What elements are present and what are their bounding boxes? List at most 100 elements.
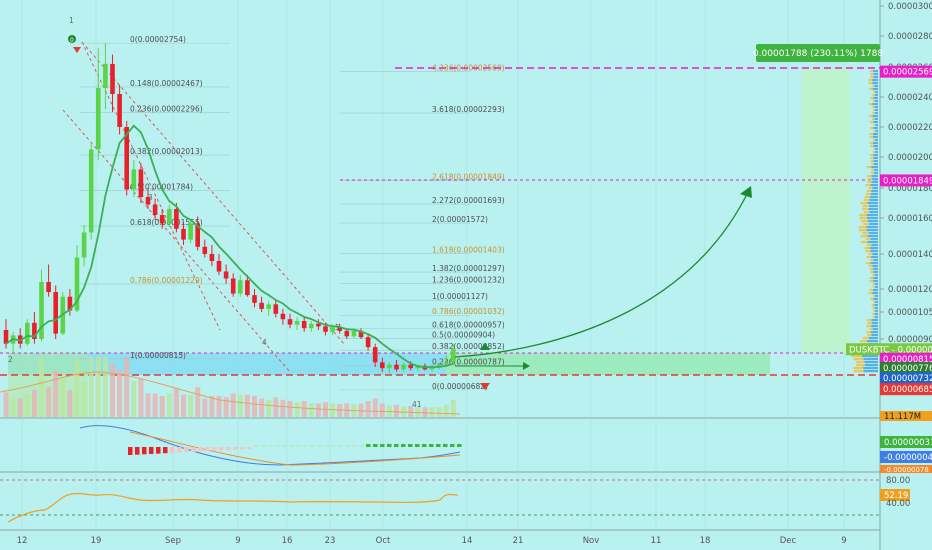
macd-hist-bar	[205, 447, 210, 451]
candle-body	[238, 280, 243, 293]
time-tick-label: Oct	[376, 536, 391, 546]
volume-profile-bar	[865, 361, 878, 363]
candle-body	[274, 304, 279, 313]
volume-profile-bar	[868, 208, 878, 210]
volume-bar	[444, 405, 449, 417]
macd-hist-bar	[450, 444, 455, 447]
volume-profile-bar	[875, 316, 878, 318]
volume-profile-bar	[872, 322, 878, 324]
volume-profile-bar	[868, 322, 872, 324]
macd-hist-bar	[219, 447, 224, 450]
volume-bar	[138, 379, 143, 418]
price-tick-label: 0.00002800	[888, 32, 932, 42]
macd-hist-bar	[170, 447, 175, 453]
volume-bar	[280, 400, 285, 417]
volume-profile-bar	[867, 202, 878, 204]
volume-bar	[103, 357, 108, 417]
volume-bar	[53, 371, 58, 417]
candle-body	[316, 324, 321, 327]
volume-bar	[202, 399, 207, 418]
candle-body	[132, 169, 137, 189]
volume-profile-bar	[872, 283, 874, 285]
volume-bar	[252, 396, 257, 417]
fib-retracement-label: 0.148(0.00002467)	[130, 79, 203, 88]
candle-body	[188, 223, 193, 239]
volume-profile-bar	[872, 292, 878, 294]
volume-profile-bar	[870, 277, 873, 279]
volume-profile-bar	[870, 247, 878, 249]
volume-profile-bar	[874, 160, 878, 162]
volume-profile-bar	[872, 304, 875, 306]
volume-bar	[75, 361, 80, 417]
macd-hist-bar	[156, 447, 161, 454]
macd-hist-bar	[212, 447, 217, 451]
macd-hist-bar	[401, 444, 406, 447]
volume-profile-bar	[874, 172, 878, 174]
volume-profile-bar	[872, 334, 878, 336]
volume-profile-bar	[875, 112, 878, 114]
volume-bar	[451, 400, 456, 417]
volume-bar	[60, 379, 65, 418]
volume-profile-bar	[875, 106, 878, 108]
volume-profile-bar	[867, 190, 872, 192]
fib-retracement-label: 0.786(0.00001229)	[130, 276, 203, 285]
volume-profile-bar	[872, 265, 878, 267]
volume-profile-bar	[867, 166, 872, 168]
volume-profile-bar	[873, 133, 878, 135]
volume-bar	[160, 396, 165, 417]
price-tag-label: 0.00002569	[883, 68, 932, 78]
macd-hist-bar	[408, 444, 413, 447]
volume-profile-bar	[851, 355, 862, 357]
volume-profile-bar	[864, 199, 870, 201]
volume-bar	[430, 407, 435, 417]
candle-body	[366, 337, 371, 347]
volume-bar	[238, 395, 243, 417]
volume-profile-bar	[872, 274, 874, 276]
volume-profile-bar	[863, 370, 878, 372]
macd-hist-bar	[247, 447, 252, 449]
fib-extension-label: 0.786(0.00001032)	[432, 307, 505, 316]
candle-body	[25, 323, 30, 344]
macd-hist-bar	[436, 444, 441, 447]
candle-body	[373, 347, 378, 362]
volume-profile-bar	[859, 226, 867, 228]
volume-profile-bar	[871, 172, 874, 174]
time-tick-label: Nov	[583, 536, 600, 546]
macd-hist-bar	[261, 445, 266, 447]
fib-extension-label: 2.272(0.00001693)	[432, 196, 505, 205]
price-axis: 0.000030000.000028000.000026000.00002400…	[880, 2, 932, 380]
volume-profile-bar	[856, 364, 865, 366]
volume-profile-bar	[871, 175, 878, 177]
volume-profile-bar	[872, 94, 874, 96]
volume-bar	[266, 400, 271, 417]
macd-hist-bar	[135, 447, 140, 455]
candle-body	[323, 326, 328, 331]
candle-body	[224, 272, 229, 279]
volume-profile-bar	[873, 280, 878, 282]
volume-profile-bar	[870, 271, 873, 273]
volume-profile-bar	[873, 277, 878, 279]
macd-hist-bar	[338, 445, 343, 447]
macd-hist-bar	[310, 445, 315, 447]
volume-profile-bar	[860, 340, 867, 342]
volume-profile-bar	[867, 181, 871, 183]
macd-hist-bar	[387, 444, 392, 447]
macd-hist-bar	[373, 444, 378, 447]
macd-hist-bar	[317, 445, 322, 447]
volume-profile-bar	[867, 244, 871, 246]
volume-profile-bar	[875, 295, 878, 297]
volume-bar	[167, 394, 172, 418]
volume-profile-bar	[873, 115, 878, 117]
macd-hist-bar	[254, 445, 259, 447]
wave-label: 1	[69, 16, 74, 25]
macd-hist-bar	[303, 445, 308, 447]
volume-profile-bar	[869, 232, 878, 234]
candle-body	[103, 64, 108, 88]
fib-retracement-label: 0.236(0.00002296)	[130, 105, 203, 114]
volume-profile-bar	[866, 331, 871, 333]
volume-profile-bar	[875, 130, 878, 132]
volume-profile-bar	[874, 130, 876, 132]
volume-profile-bar	[870, 250, 878, 252]
volume-bar	[273, 397, 278, 417]
